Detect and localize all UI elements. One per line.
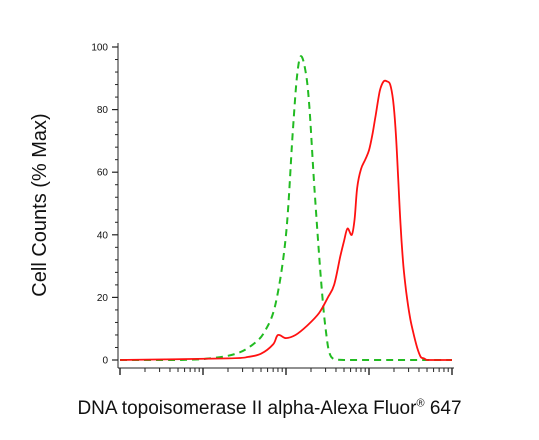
series-group	[119, 55, 452, 361]
x-axis-label-main: DNA topoisomerase II alpha-Alexa Fluor	[77, 398, 417, 419]
x-axis-label-sup: ®	[416, 397, 425, 410]
x-axis-label: DNA topoisomerase II alpha-Alexa Fluor® …	[0, 398, 539, 420]
y-tick-label: 0	[102, 356, 108, 367]
y-tick-label: 100	[91, 43, 108, 54]
y-tick-label: 80	[97, 105, 109, 116]
series-line-dashed-green	[120, 55, 452, 361]
y-tick-label: 60	[97, 168, 109, 179]
series-line-solid-red	[119, 79, 452, 361]
y-tick-label: 20	[97, 293, 109, 304]
x-axis-ticks	[119, 368, 453, 375]
y-axis-ticks: 0 20 40 60 80 100	[91, 43, 118, 367]
x-axis-label-tail: 647	[424, 398, 462, 419]
y-tick-label: 40	[97, 230, 109, 241]
y-axis-label: Cell Counts (% Max)	[29, 113, 51, 296]
